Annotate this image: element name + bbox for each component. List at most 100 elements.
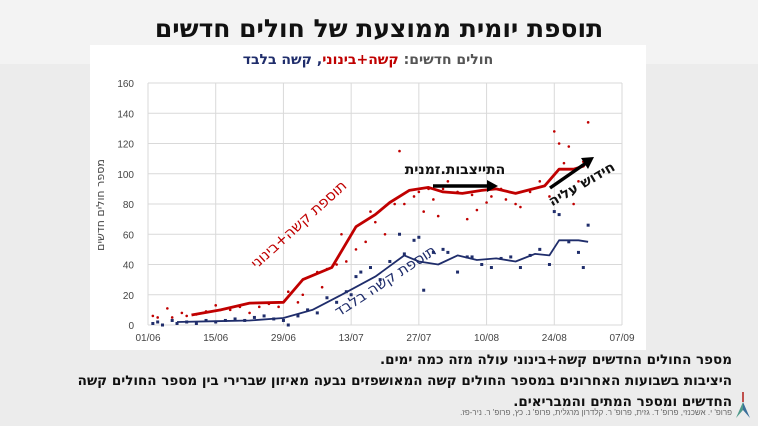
plateau-arrow <box>433 180 498 192</box>
data-point-severe_moderate <box>277 305 280 309</box>
data-point-severe <box>470 255 474 259</box>
series-line-severe <box>176 239 589 323</box>
logo-icon <box>736 392 750 418</box>
data-point-severe <box>252 315 256 319</box>
data-point-severe_moderate <box>364 240 367 244</box>
data-point-severe_moderate <box>286 290 290 294</box>
data-point-severe_moderate <box>166 307 169 310</box>
data-point-severe <box>161 323 165 327</box>
data-point-severe_moderate <box>436 214 440 218</box>
x-tick-label: 10/08 <box>474 333 499 344</box>
data-point-severe_moderate <box>465 217 469 221</box>
data-point-severe_moderate <box>151 314 155 318</box>
data-point-severe_moderate <box>562 161 566 165</box>
data-point-severe <box>233 317 237 321</box>
annotation-severe: תוספת קשה בלבד <box>331 241 439 320</box>
data-point-severe_moderate <box>398 149 401 153</box>
data-point-severe <box>368 266 372 270</box>
data-point-severe_moderate <box>432 198 435 201</box>
annotation-severe-moderate: תוספת קשה+בינוני <box>247 177 350 273</box>
data-point-severe <box>581 266 585 270</box>
data-point-severe <box>262 314 266 318</box>
note-line-2: היציבות בשבועות האחרונים במספר החולים קש… <box>77 373 732 410</box>
data-point-severe <box>204 318 208 322</box>
data-point-severe_moderate <box>374 220 377 224</box>
slide-title: תוספת יומית ממוצעת של חולים חדשים <box>154 14 604 43</box>
y-tick-label: 160 <box>117 79 134 90</box>
x-tick-label: 27/07 <box>406 333 431 344</box>
data-point-severe <box>315 311 319 315</box>
data-point-severe_moderate <box>577 180 580 183</box>
y-tick-label: 0 <box>128 321 134 332</box>
data-point-severe_moderate <box>156 316 159 319</box>
data-point-severe_moderate <box>572 202 575 206</box>
data-point-severe <box>286 323 290 327</box>
x-tick-label: 01/06 <box>135 333 160 344</box>
data-point-severe_moderate <box>514 202 517 206</box>
data-point-severe <box>359 270 363 274</box>
data-point-severe_moderate <box>296 301 300 304</box>
data-point-severe_moderate <box>417 190 421 194</box>
data-point-severe <box>402 252 406 256</box>
annotation-plateau: התייצבות.זמנית <box>405 162 506 178</box>
data-point-severe_moderate <box>557 142 561 145</box>
y-tick-label: 80 <box>123 200 135 211</box>
y-tick-label: 100 <box>117 170 134 181</box>
data-point-severe <box>170 318 174 322</box>
data-point-severe_moderate <box>485 201 488 204</box>
data-point-severe <box>586 223 590 227</box>
data-point-severe_moderate <box>185 314 188 318</box>
data-point-severe_moderate <box>519 205 522 209</box>
data-point-severe <box>417 235 421 239</box>
chart-title-prefix: חולים חדשים: <box>398 52 494 68</box>
data-point-severe_moderate <box>538 180 542 183</box>
x-tick-label: 07/09 <box>609 333 634 344</box>
data-point-severe_moderate <box>301 293 305 297</box>
data-point-severe <box>335 300 339 304</box>
data-point-severe <box>456 270 460 274</box>
data-point-severe <box>349 293 353 297</box>
data-point-severe_moderate <box>567 145 571 148</box>
data-point-severe <box>156 320 160 324</box>
y-tick-label: 140 <box>117 109 134 120</box>
chart-title-severe: קשה בלבד <box>242 52 312 68</box>
x-tick-label: 24/08 <box>542 333 567 344</box>
data-point-severe <box>296 314 300 318</box>
data-point-severe_moderate <box>180 311 184 315</box>
data-point-severe_moderate <box>446 180 450 183</box>
data-point-severe <box>422 288 426 292</box>
data-point-severe <box>398 232 402 236</box>
y-axis-label: מספר חולים חדשים <box>94 159 107 251</box>
note-line-1: מספר החולים החדשים קשה+בינוני עולה מזה כ… <box>380 352 732 368</box>
data-point-severe_moderate <box>354 248 358 251</box>
data-point-severe <box>354 275 358 279</box>
x-tick-label: 13/07 <box>339 333 364 344</box>
data-point-severe <box>412 238 416 242</box>
data-point-severe_moderate <box>214 304 218 307</box>
x-tick-label: 15/06 <box>203 333 228 344</box>
data-point-severe_moderate <box>422 210 425 213</box>
data-point-severe_moderate <box>548 195 551 198</box>
data-point-severe <box>378 278 382 282</box>
y-tick-label: 60 <box>123 230 135 241</box>
data-point-severe_moderate <box>504 198 508 201</box>
data-point-severe_moderate <box>475 208 479 212</box>
data-point-severe <box>518 266 522 270</box>
y-tick-label: 40 <box>123 261 135 272</box>
data-point-severe <box>441 247 445 251</box>
x-tick-label: 29/06 <box>271 333 296 344</box>
chart-area <box>90 45 646 350</box>
data-point-severe <box>538 247 542 251</box>
data-point-severe <box>446 250 450 254</box>
data-point-severe_moderate <box>383 232 387 236</box>
y-tick-label: 120 <box>117 140 134 151</box>
data-point-severe <box>306 308 310 312</box>
data-point-severe_moderate <box>470 193 474 197</box>
renewed-rise-arrow <box>549 157 594 190</box>
data-point-severe_moderate <box>248 311 251 315</box>
data-point-severe_moderate <box>257 305 261 309</box>
data-point-severe <box>325 296 329 300</box>
series-line-severe_moderate <box>191 157 590 317</box>
data-point-severe_moderate <box>335 263 338 266</box>
